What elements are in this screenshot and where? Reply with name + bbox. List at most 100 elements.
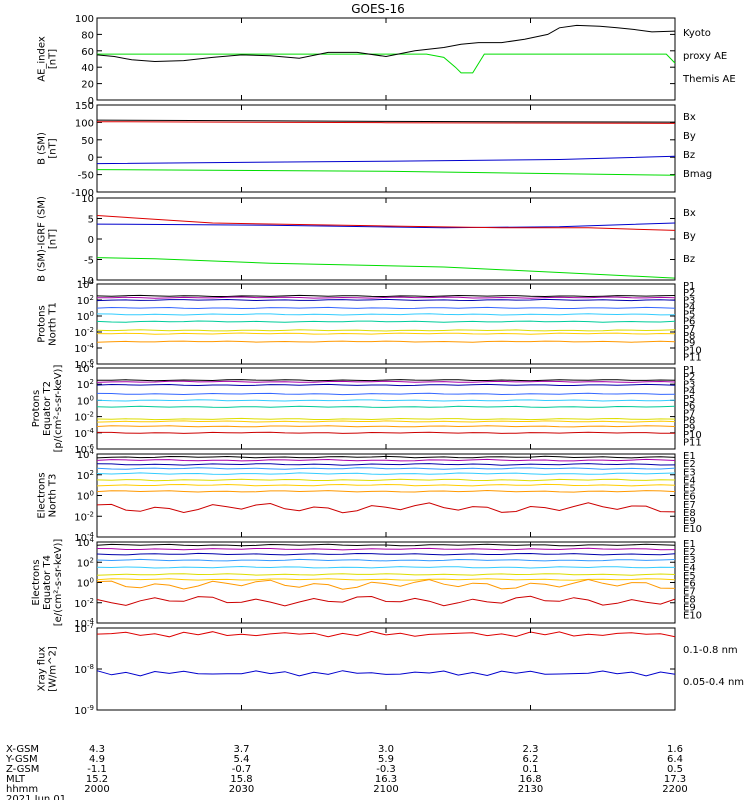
series-bz — [96, 121, 676, 124]
legend-item: E9 — [683, 516, 696, 527]
legend-item: P5 — [683, 310, 695, 321]
series-e6 — [96, 573, 676, 576]
y-axis-label: [nT] — [48, 229, 59, 249]
x-value: 5.4 — [234, 754, 250, 765]
legend-item: E1 — [683, 539, 696, 550]
y-tick-label: 50 — [81, 136, 94, 147]
y-tick-label: 10-4 — [74, 617, 94, 630]
y-tick-label: 102 — [77, 378, 94, 391]
x-value: -0.7 — [232, 764, 252, 775]
y-axis-label: North T3 — [48, 474, 59, 518]
series-e3 — [96, 463, 676, 466]
series-p3 — [96, 298, 676, 302]
legend-item: P3 — [683, 379, 695, 390]
x-value: 4.3 — [89, 744, 105, 755]
series-p4 — [96, 392, 676, 396]
y-tick-label: 0 — [88, 153, 94, 164]
series-e3 — [96, 552, 676, 556]
legend-item: E3 — [683, 467, 696, 478]
x-row-label: 2021 Jun 01 — [6, 794, 66, 800]
x-row-label: X-GSM — [6, 744, 39, 755]
y-tick-label: 102 — [77, 556, 94, 569]
x-value: 2200 — [662, 784, 687, 795]
y-axis-label: Equator T4 — [42, 555, 53, 610]
legend-item: E1 — [683, 451, 696, 462]
legend-item: E2 — [683, 459, 696, 470]
series-p2 — [97, 296, 676, 299]
series-p5 — [96, 313, 676, 316]
legend-item: P9 — [683, 423, 695, 434]
series-e9 — [96, 595, 676, 607]
series-e9 — [96, 502, 676, 514]
legend-item: Bx — [683, 208, 696, 219]
x-value: 2.3 — [523, 744, 539, 755]
y-tick-label: 10-6 — [74, 443, 94, 456]
series-p8 — [96, 332, 676, 335]
legend-item: P11 — [683, 437, 702, 448]
legend-item: P11 — [683, 352, 702, 363]
series-by — [96, 257, 676, 279]
y-tick-label: 10-2 — [74, 510, 94, 523]
legend-item: P2 — [683, 288, 695, 299]
y-tick-label: 104 — [77, 278, 95, 291]
series-e4 — [96, 467, 676, 470]
legend-item: E7 — [683, 587, 696, 598]
series-p8 — [96, 420, 676, 423]
legend-item: P4 — [683, 302, 695, 313]
y-tick-label: 150 — [75, 101, 94, 112]
legend-item: E5 — [683, 571, 696, 582]
series-e6 — [96, 478, 676, 482]
legend-item: P4 — [683, 387, 695, 398]
y-tick-label: 100 — [77, 310, 94, 323]
plot-title: GOES-16 — [351, 2, 405, 16]
x-value: 0.5 — [667, 764, 683, 775]
y-tick-label: 10-2 — [74, 411, 94, 424]
legend-item: Bx — [683, 112, 696, 123]
legend-item: E7 — [683, 500, 696, 511]
x-value: 15.2 — [86, 774, 108, 785]
legend-item: P3 — [683, 295, 695, 306]
series-p10 — [97, 431, 675, 434]
x-row-label: MLT — [6, 774, 26, 785]
panel-bsm: -100 -50 0 50 100 150 B (SM) [nT] Bx By Bz Bmag — [37, 101, 713, 199]
y-axis-label: North T1 — [48, 302, 59, 346]
panel-frame — [96, 104, 676, 193]
legend-item: proxy AE — [683, 51, 727, 62]
panel-peq: 10-6 10-4 10-2 100 102 104 Protons Equator T2 [p… — [31, 362, 702, 456]
y-axis-label: B (SM)-IGRF (SM) — [37, 196, 48, 282]
legend-item: Themis AE — [682, 74, 736, 85]
y-tick-label: 102 — [77, 294, 94, 307]
x-row-label: Z-GSM — [6, 764, 39, 775]
series-p1 — [96, 294, 676, 298]
x-value: 2100 — [373, 784, 398, 795]
legend-item: Bmag — [683, 169, 712, 180]
x-value: 2030 — [229, 784, 254, 795]
legend-item: E8 — [683, 508, 696, 519]
y-tick-label: 10-4 — [74, 427, 94, 440]
y-tick-label: 10-8 — [74, 663, 94, 676]
series-e7 — [96, 483, 676, 487]
series-0-05-0-4-nm — [96, 670, 676, 677]
panel-enorth: 10-4 10-2 100 102 104 Electrons North T3 E1E2E3… — [37, 448, 703, 544]
y-tick-label: 5 — [88, 215, 94, 226]
series-p6 — [96, 320, 676, 323]
legend-item: 0.1-0.8 nm — [683, 645, 738, 656]
y-tick-label: 104 — [77, 448, 95, 461]
y-tick-label: 10-4 — [74, 342, 94, 355]
panel-frame — [96, 197, 676, 281]
series-by — [96, 169, 676, 176]
series-e5 — [96, 472, 676, 475]
legend-item: P1 — [683, 281, 695, 292]
y-tick-label: 100 — [77, 490, 94, 503]
y-tick-label: 0 — [88, 96, 94, 107]
legend-item: E5 — [683, 484, 696, 495]
y-tick-label: 10-2 — [74, 326, 94, 339]
y-tick-label: 100 — [77, 394, 94, 407]
series-e2 — [96, 547, 676, 551]
y-tick-label: 10-4 — [74, 531, 94, 544]
legend-item: P8 — [683, 416, 695, 427]
y-axis-label: Protons — [31, 390, 42, 427]
panel-frame — [96, 17, 676, 101]
panel-eeq: 10-4 10-2 100 102 104 Electrons Equator T4 [e/(… — [31, 536, 702, 630]
